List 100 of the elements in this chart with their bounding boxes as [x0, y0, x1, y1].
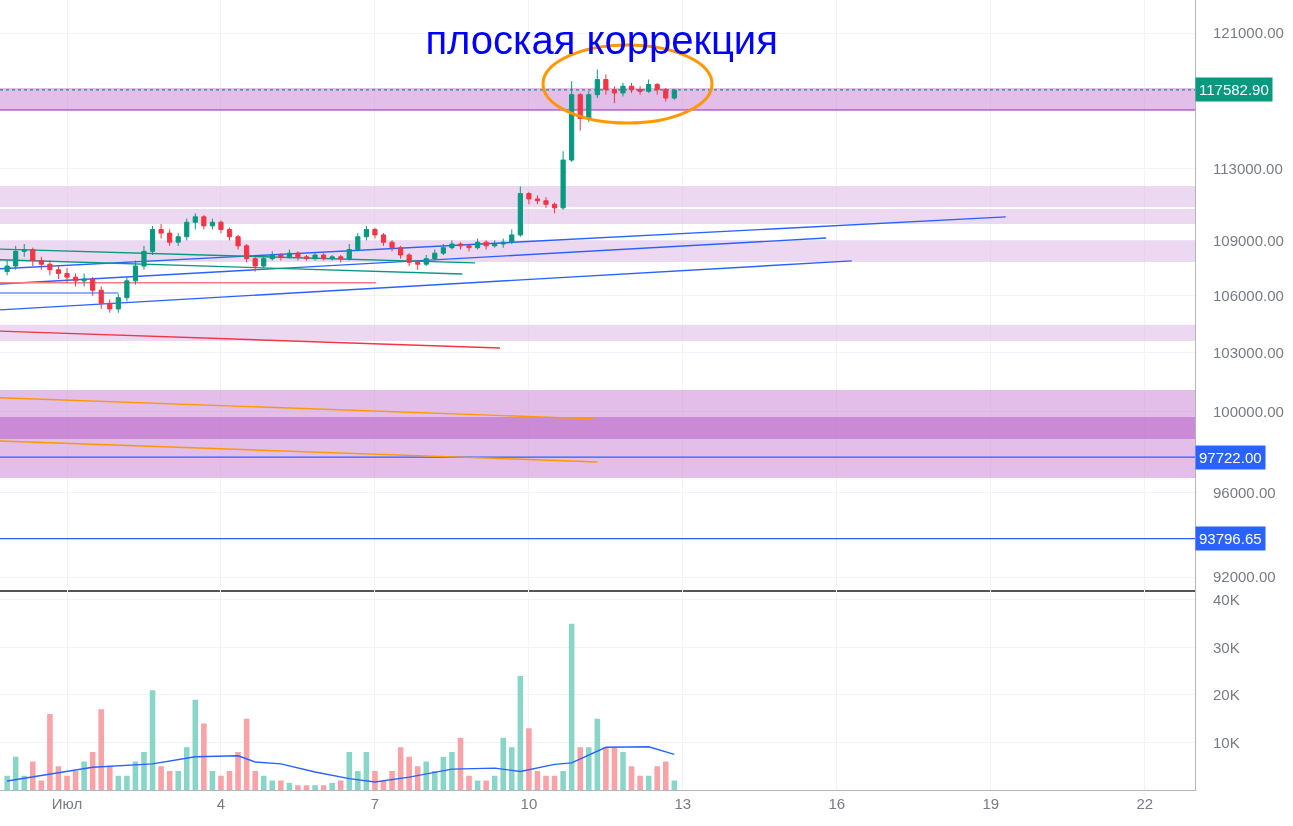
bar: [637, 775, 643, 790]
y-tick-label: 113000.00: [1213, 160, 1283, 178]
bar: [124, 775, 130, 790]
y-tick-label: 121000.00: [1213, 24, 1284, 42]
bar: [337, 780, 344, 790]
bar: [389, 771, 395, 790]
bar: [509, 747, 515, 790]
candlestick: [517, 185, 523, 238]
bar: [141, 752, 147, 790]
bar: [278, 780, 284, 790]
y-tick-label: 92000.00: [1213, 568, 1276, 586]
candlestick: [474, 238, 481, 251]
bar: [4, 775, 10, 790]
bar: [654, 766, 660, 790]
bar: [30, 761, 36, 790]
candlestick: [321, 252, 327, 262]
x-tick-label: 7: [370, 795, 380, 812]
candlestick: [611, 85, 618, 104]
candlestick: [201, 214, 207, 230]
bar: [303, 785, 310, 790]
x-tick-label: 22: [1136, 795, 1154, 812]
bar: [158, 766, 164, 790]
bar: [226, 771, 233, 790]
bar: [72, 771, 79, 790]
bar: [534, 771, 541, 790]
bar: [235, 752, 241, 790]
bar: [432, 771, 438, 790]
candlestick: [500, 238, 506, 249]
y-tick-label: 20K: [1213, 686, 1240, 704]
bar: [64, 775, 70, 790]
candlestick: [663, 87, 669, 102]
bar: [620, 752, 626, 790]
candlestick: [372, 227, 378, 240]
candlestick: [415, 260, 421, 271]
candlestick: [167, 228, 173, 247]
bar: [585, 747, 592, 790]
candlestick: [628, 82, 635, 94]
candlestick: [363, 225, 369, 241]
candlestick: [107, 299, 113, 314]
bar: [372, 771, 378, 790]
bar: [449, 752, 455, 790]
candlestick: [338, 254, 344, 263]
candlestick: [637, 85, 643, 96]
bar: [252, 771, 258, 790]
candlestick: [90, 276, 96, 297]
candlestick: [278, 252, 284, 262]
x-tick-label: 4: [216, 795, 226, 812]
candlestick: [440, 243, 446, 256]
candlestick: [406, 252, 412, 267]
candlestick: [483, 239, 489, 251]
candlestick: [560, 150, 566, 211]
bar: [312, 785, 318, 790]
candlestick: [492, 239, 498, 249]
candlestick: [252, 256, 258, 273]
bar: [218, 775, 224, 790]
bar: [423, 761, 430, 790]
x-tick-label: 19: [982, 795, 1000, 812]
bar: [500, 737, 507, 790]
candlestick: [303, 254, 310, 262]
bar: [603, 747, 609, 790]
candlestick: [64, 267, 70, 284]
bar: [260, 775, 267, 790]
candlestick: [38, 256, 44, 271]
bar: [183, 747, 190, 790]
candlestick: [534, 194, 541, 205]
bar: [209, 771, 216, 790]
candlestick: [389, 239, 395, 252]
y-tick-label: 40K: [1213, 591, 1240, 609]
candlestick: [235, 234, 241, 251]
candlestick: [466, 243, 472, 252]
y-tick-label: 30K: [1213, 638, 1240, 656]
candlestick: [158, 223, 164, 240]
ref-line-label: 93796.65: [1199, 530, 1262, 547]
y-tick-label: 109000.00: [1213, 231, 1284, 249]
bar: [106, 766, 113, 790]
bar: [175, 771, 181, 790]
bar: [166, 771, 173, 790]
candlestick: [457, 241, 464, 251]
bar: [295, 785, 301, 790]
bar: [98, 709, 104, 790]
bar: [662, 761, 669, 790]
y-tick-label: 10K: [1213, 733, 1240, 751]
bar: [560, 771, 566, 790]
bar: [628, 766, 635, 790]
y-tick-label: 103000.00: [1213, 344, 1284, 362]
bar: [406, 756, 412, 790]
candlestick: [380, 232, 387, 247]
bar: [577, 747, 583, 790]
candlestick: [184, 218, 190, 241]
ref-line-label: 117582.90: [1199, 81, 1269, 98]
bar: [47, 713, 53, 790]
y-tick-label: 106000.00: [1213, 287, 1284, 305]
candlestick: [397, 245, 404, 260]
candlestick: [551, 202, 558, 214]
candlestick: [526, 191, 532, 205]
candlestick: [55, 265, 62, 280]
y-tick-label: 100000.00: [1213, 402, 1284, 420]
candlestick: [226, 227, 233, 241]
bar: [320, 785, 327, 790]
bar: [21, 775, 28, 790]
